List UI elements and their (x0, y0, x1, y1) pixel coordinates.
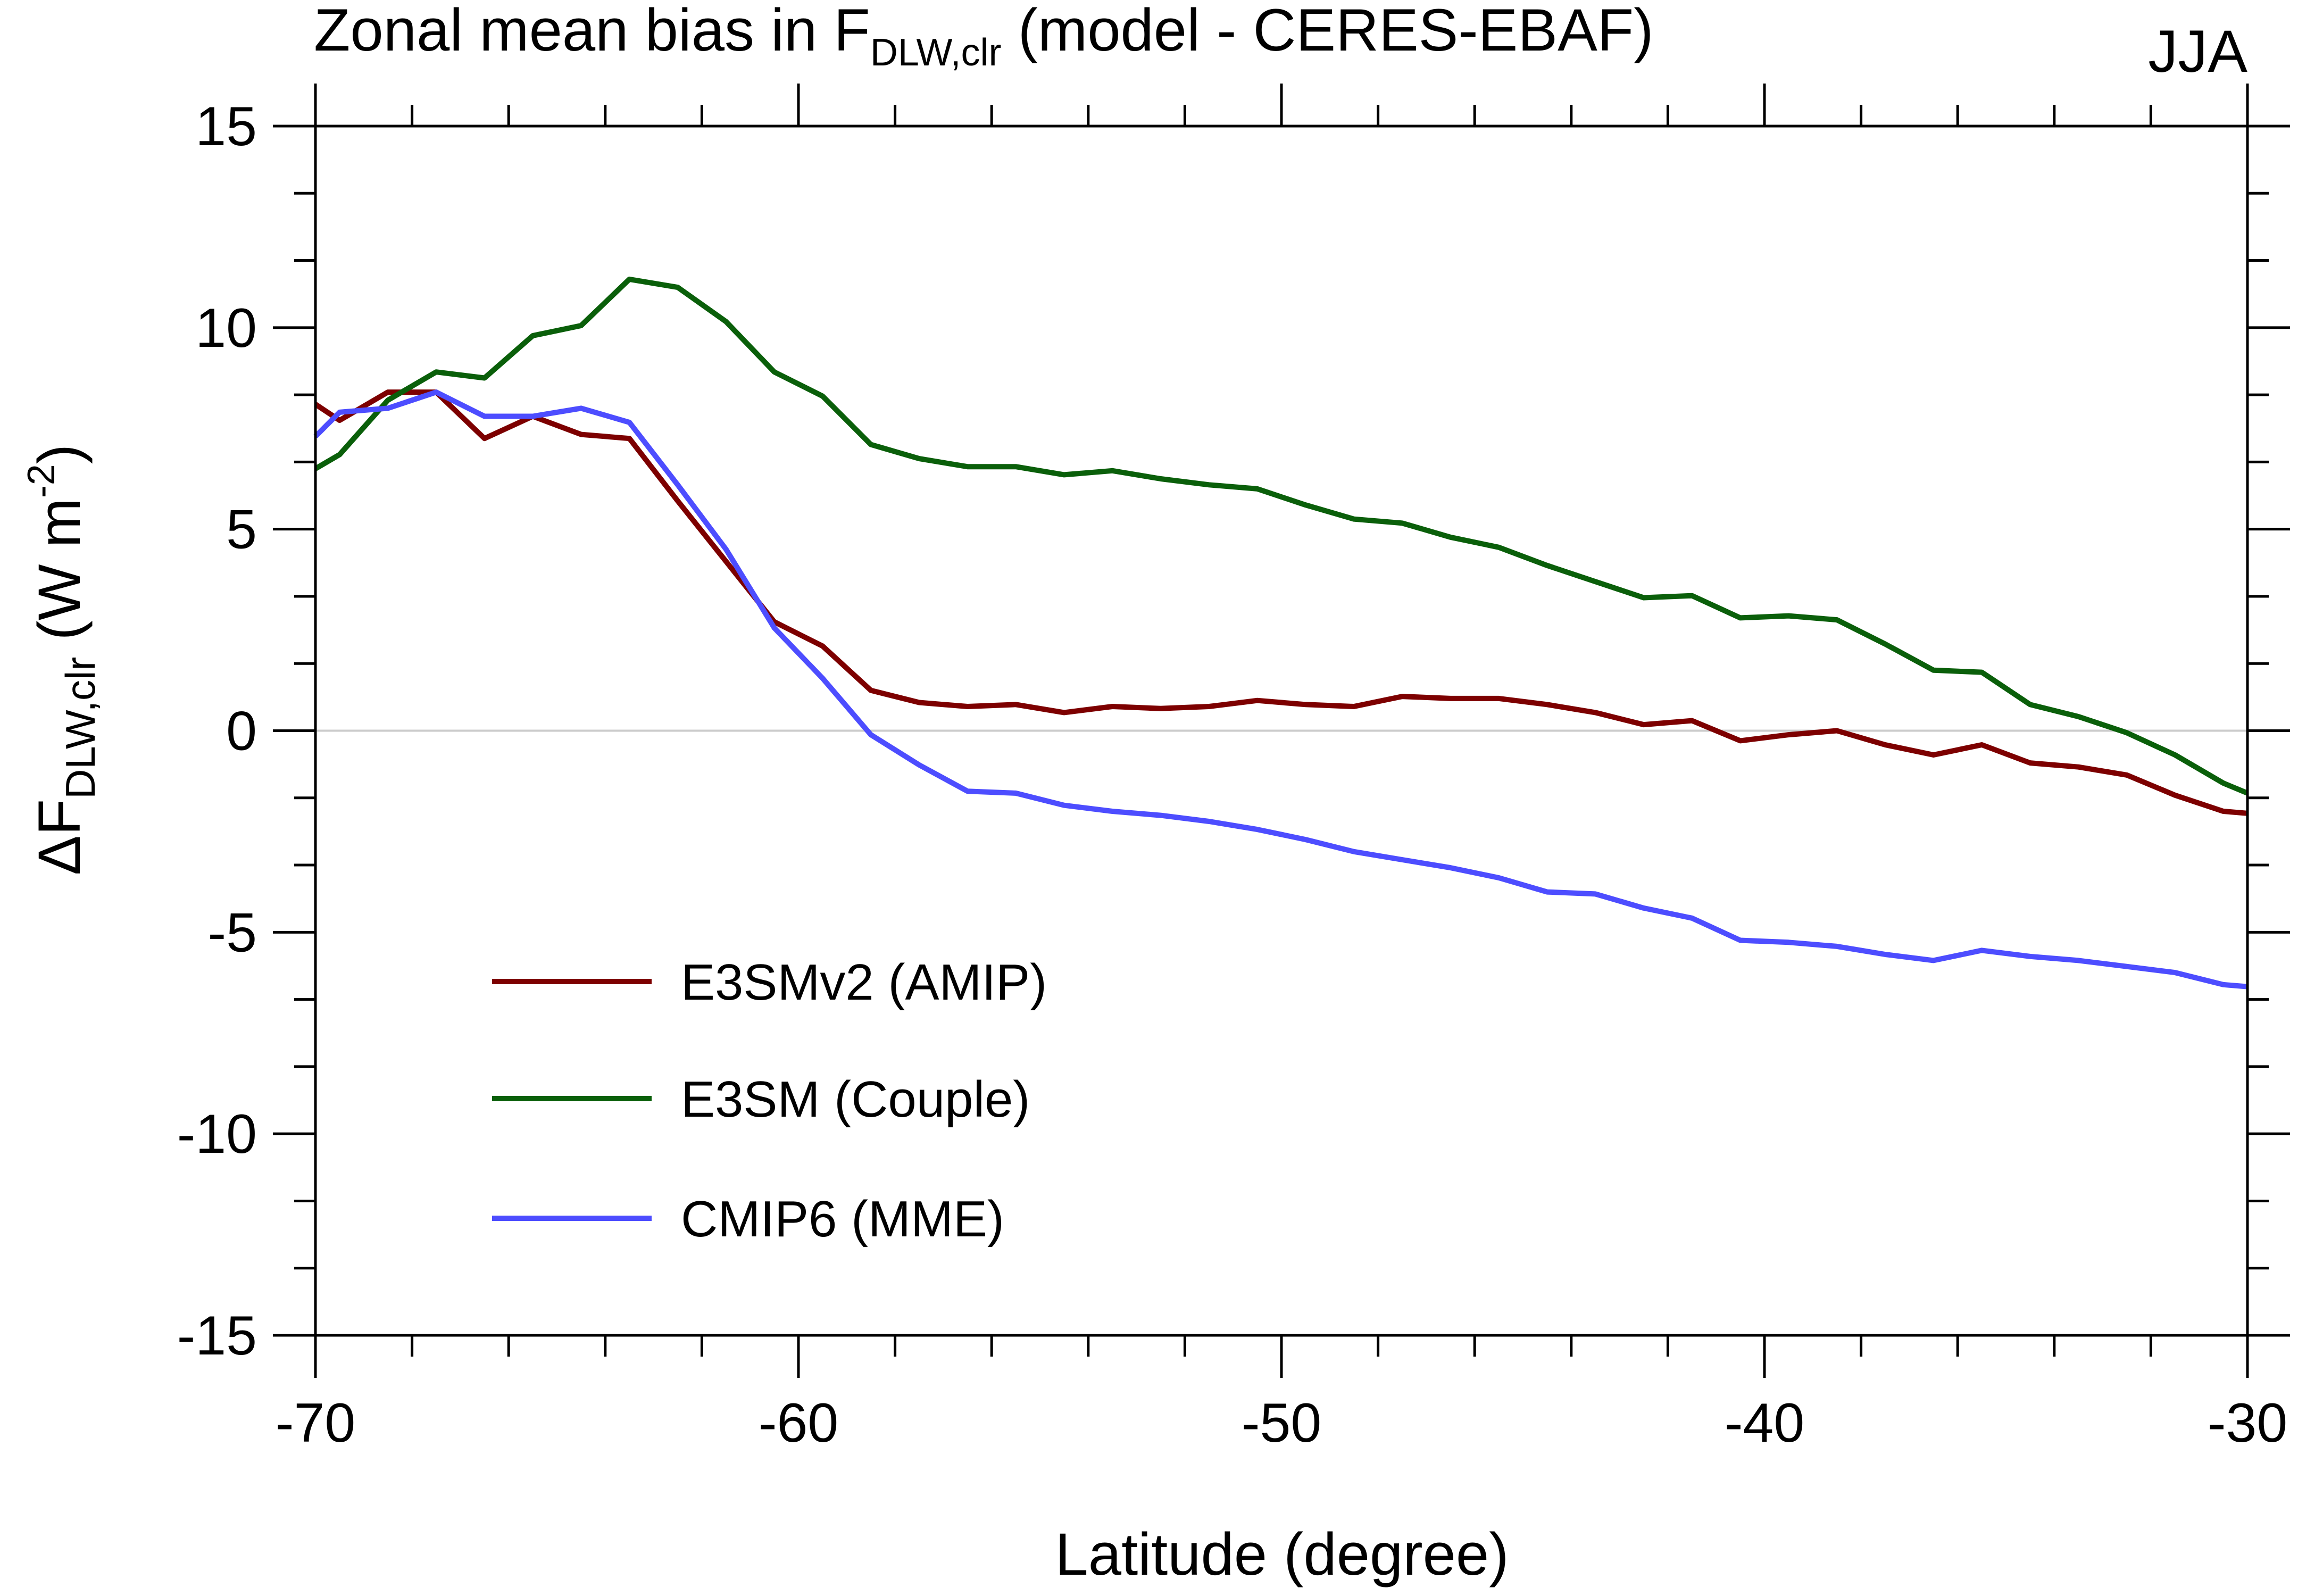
legend-label-1: E3SMv2 (AMIP) (681, 954, 1047, 1011)
series-line-2 (314, 276, 2249, 796)
y-tick-label: 5 (226, 499, 257, 561)
y-axis-title: ΔFDLW,clr (W m-2) (20, 444, 104, 875)
legend-label-3: CMIP6 (MME) (681, 1191, 1004, 1248)
y-tick-label: 15 (195, 96, 257, 157)
series-line-1 (314, 389, 2248, 816)
x-tick-label: -70 (276, 1392, 355, 1454)
y-tick-label: 10 (195, 297, 257, 359)
y-tick-label: -15 (177, 1305, 257, 1367)
legend-label-2: E3SM (Couple) (681, 1071, 1030, 1128)
x-axis-title: Latitude (degree) (1055, 1521, 1509, 1587)
season-label: JJA (2148, 18, 2247, 85)
x-tick-label: -50 (1242, 1392, 1321, 1454)
y-tick-label: -5 (208, 902, 257, 963)
y-tick-label: -10 (177, 1103, 257, 1165)
x-tick-label: -30 (2208, 1392, 2287, 1454)
x-tick-label: -40 (1725, 1392, 1804, 1454)
chart-title: Zonal mean bias in FDLW,clr (model - CER… (314, 0, 1653, 74)
y-tick-label: 0 (226, 701, 257, 762)
x-tick-label: -60 (759, 1392, 838, 1454)
series-line-3 (313, 389, 2248, 990)
